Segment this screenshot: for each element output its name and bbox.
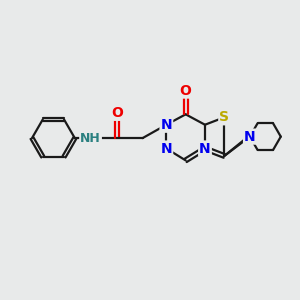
Text: O: O — [111, 106, 123, 120]
Text: S: S — [219, 110, 229, 124]
Text: N: N — [160, 142, 172, 155]
Text: O: O — [180, 84, 192, 98]
Text: N: N — [160, 118, 172, 132]
Text: NH: NH — [80, 132, 101, 145]
Text: N: N — [244, 130, 256, 144]
Text: N: N — [199, 142, 211, 155]
